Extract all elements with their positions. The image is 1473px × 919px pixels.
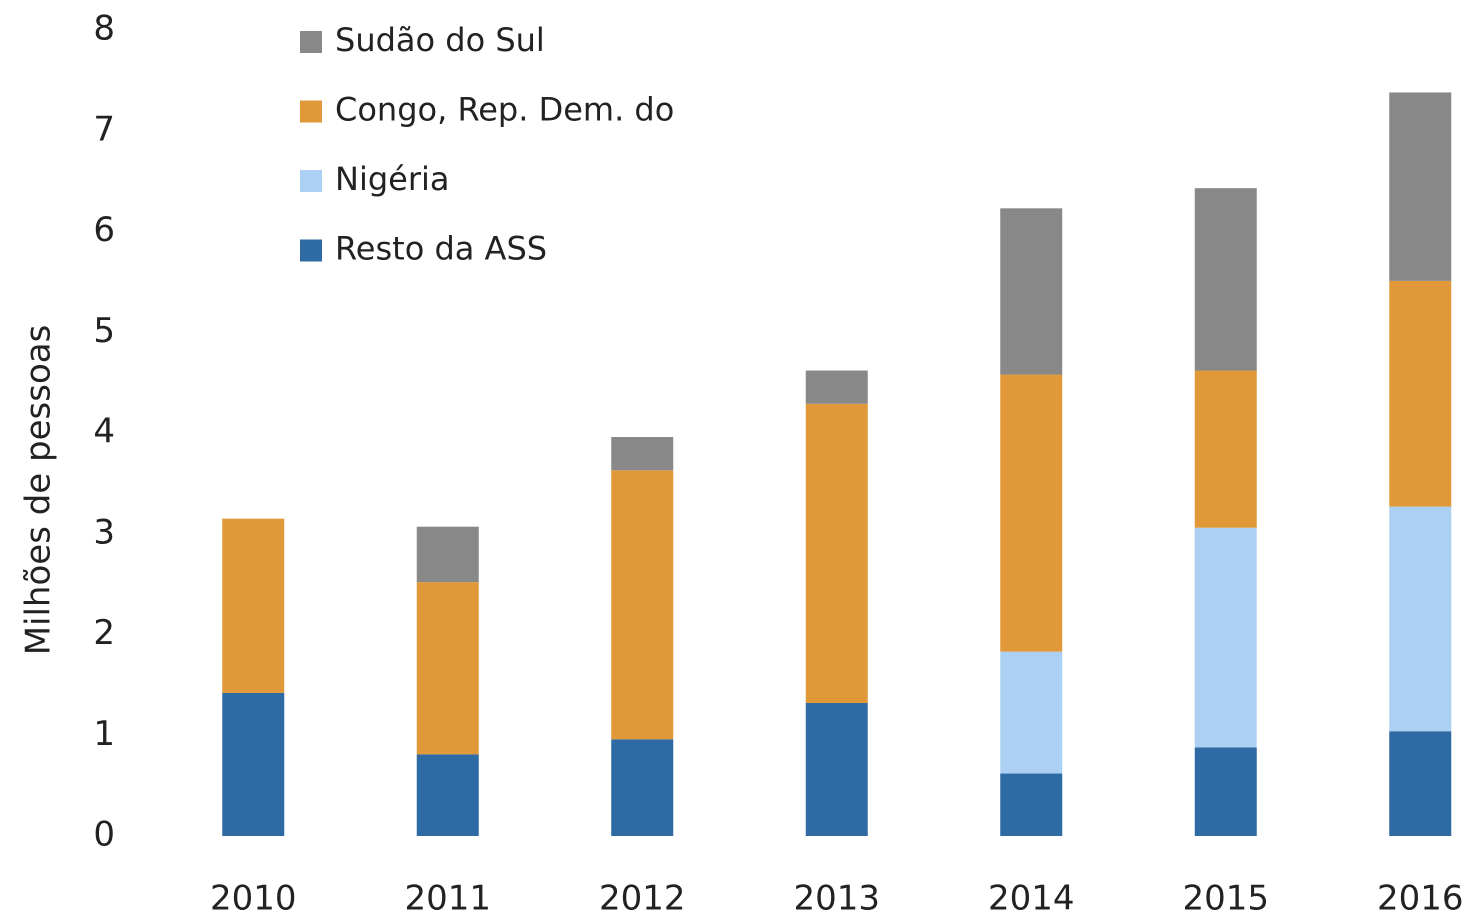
y-tick-label: 1	[93, 714, 115, 754]
bar-segment	[1000, 374, 1063, 652]
bar-segment	[611, 470, 674, 740]
bar-segment	[1389, 506, 1452, 732]
x-tick-label: 2011	[404, 879, 491, 919]
bar-segment	[1194, 188, 1257, 371]
y-tick-label: 6	[93, 210, 115, 250]
bar-segment	[1000, 651, 1063, 774]
bar-segment	[1000, 208, 1063, 375]
bar-segment	[416, 526, 479, 583]
bar-segment	[1000, 773, 1063, 836]
y-tick-label: 2	[93, 613, 115, 653]
bar-segment	[611, 739, 674, 836]
legend-swatch	[300, 31, 322, 53]
legend-label: Sudão do Sul	[335, 21, 545, 59]
bar-segment	[416, 582, 479, 755]
x-tick-label: 2015	[1182, 879, 1269, 919]
legend-label: Nigéria	[335, 160, 449, 198]
x-tick-label: 2010	[210, 879, 297, 919]
bar-segment	[1194, 527, 1257, 748]
legend-swatch	[300, 239, 322, 262]
bar-segment	[222, 692, 285, 836]
x-tick-label: 2014	[988, 879, 1075, 919]
bar-segment	[1194, 747, 1257, 836]
bar-segment	[222, 518, 285, 693]
x-tick-label: 2013	[793, 879, 880, 919]
legend-label: Congo, Rep. Dem. do	[335, 91, 674, 129]
y-tick-label: 8	[93, 9, 115, 49]
bar-segment	[805, 703, 868, 836]
legend-label: Resto da ASS	[335, 230, 547, 268]
bar-segment	[611, 437, 674, 471]
y-tick-label: 4	[93, 412, 115, 452]
legend-swatch	[300, 100, 322, 123]
y-axis-label: Milhões de pessoas	[19, 325, 59, 656]
y-tick-label: 0	[93, 815, 115, 855]
y-tick-label: 5	[93, 311, 115, 351]
bar-segment	[805, 370, 868, 404]
bar-segment	[1389, 280, 1452, 507]
x-tick-label: 2012	[599, 879, 686, 919]
y-tick-label: 7	[93, 109, 115, 149]
bar-segment	[1389, 731, 1452, 836]
bar-segment	[1389, 92, 1452, 281]
x-tick-label: 2016	[1377, 879, 1464, 919]
legend-swatch	[300, 170, 322, 192]
bar-segment	[416, 754, 479, 836]
y-tick-label: 3	[93, 512, 115, 552]
bar-segment	[1194, 370, 1257, 528]
bar-segment	[805, 403, 868, 704]
